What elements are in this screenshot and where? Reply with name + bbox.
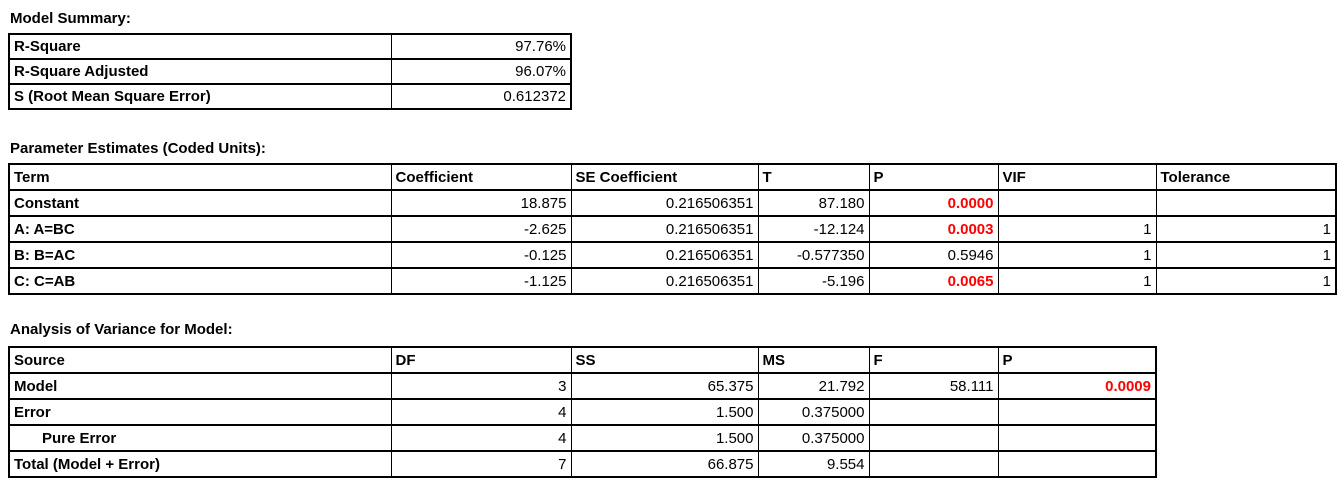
table-row: Model 3 65.375 21.792 58.111 0.0009	[9, 373, 1157, 400]
table-row: S (Root Mean Square Error) 0.612372	[9, 84, 572, 110]
table-row: Total (Model + Error) 7 66.875 9.554	[9, 451, 1157, 478]
table-row: Error 4 1.500 0.375000	[9, 399, 1157, 426]
column-header-coefficient: Coefficient	[391, 164, 572, 191]
cell-se-coefficient: 0.216506351	[571, 242, 759, 269]
model-summary-table: R-Square 97.76% R-Square Adjusted 96.07%…	[8, 33, 572, 110]
column-header-df: DF	[391, 347, 572, 374]
cell-p	[998, 425, 1157, 452]
table-row: R-Square Adjusted 96.07%	[9, 59, 572, 85]
cell-term: C: C=AB	[9, 268, 392, 295]
cell-se-coefficient: 0.216506351	[571, 216, 759, 243]
cell-df: 3	[391, 373, 572, 400]
table-row: B: B=AC -0.125 0.216506351 -0.577350 0.5…	[9, 242, 1337, 269]
cell-vif: 1	[998, 242, 1157, 269]
stat-value: 97.76%	[391, 34, 572, 60]
anova-table: Source DF SS MS F P Model 3 65.375 21.79…	[8, 346, 1157, 478]
cell-p	[998, 451, 1157, 478]
cell-ss: 1.500	[571, 399, 759, 426]
column-header-term: Term	[9, 164, 392, 191]
cell-f	[869, 425, 999, 452]
column-header-source: Source	[9, 347, 392, 374]
table-row: C: C=AB -1.125 0.216506351 -5.196 0.0065…	[9, 268, 1337, 295]
cell-t: -0.577350	[758, 242, 870, 269]
column-header-p: P	[869, 164, 999, 191]
cell-p: 0.0000	[869, 190, 999, 217]
cell-source: Total (Model + Error)	[9, 451, 392, 478]
cell-p	[998, 399, 1157, 426]
cell-tolerance: 1	[1156, 216, 1337, 243]
cell-ms: 0.375000	[758, 425, 870, 452]
table-row: Constant 18.875 0.216506351 87.180 0.000…	[9, 190, 1337, 217]
cell-df: 7	[391, 451, 572, 478]
model-summary-title: Model Summary:	[10, 10, 131, 27]
column-header-ms: MS	[758, 347, 870, 374]
cell-tolerance	[1156, 190, 1337, 217]
column-header-se-coefficient: SE Coefficient	[571, 164, 759, 191]
cell-p: 0.0065	[869, 268, 999, 295]
cell-vif: 1	[998, 268, 1157, 295]
column-header-vif: VIF	[998, 164, 1157, 191]
cell-term: B: B=AC	[9, 242, 392, 269]
parameter-estimates-table: Term Coefficient SE Coefficient T P VIF …	[8, 163, 1337, 295]
cell-f: 58.111	[869, 373, 999, 400]
stat-value: 96.07%	[391, 59, 572, 85]
cell-tolerance: 1	[1156, 268, 1337, 295]
stat-value: 0.612372	[391, 84, 572, 110]
cell-p: 0.5946	[869, 242, 999, 269]
cell-term: A: A=BC	[9, 216, 392, 243]
cell-tolerance: 1	[1156, 242, 1337, 269]
cell-se-coefficient: 0.216506351	[571, 268, 759, 295]
cell-ss: 1.500	[571, 425, 759, 452]
cell-df: 4	[391, 399, 572, 426]
header-row: Source DF SS MS F P	[9, 347, 1157, 374]
column-header-p: P	[998, 347, 1157, 374]
cell-df: 4	[391, 425, 572, 452]
cell-ss: 65.375	[571, 373, 759, 400]
cell-coefficient: -1.125	[391, 268, 572, 295]
cell-ms: 21.792	[758, 373, 870, 400]
table-row: A: A=BC -2.625 0.216506351 -12.124 0.000…	[9, 216, 1337, 243]
cell-f	[869, 451, 999, 478]
cell-coefficient: -0.125	[391, 242, 572, 269]
column-header-ss: SS	[571, 347, 759, 374]
header-row: Term Coefficient SE Coefficient T P VIF …	[9, 164, 1337, 191]
cell-source: Pure Error	[9, 425, 392, 452]
cell-coefficient: 18.875	[391, 190, 572, 217]
cell-p: 0.0003	[869, 216, 999, 243]
column-header-tolerance: Tolerance	[1156, 164, 1337, 191]
cell-p: 0.0009	[998, 373, 1157, 400]
table-row: R-Square 97.76%	[9, 34, 572, 60]
parameter-estimates-title: Parameter Estimates (Coded Units):	[10, 140, 266, 157]
cell-source: Error	[9, 399, 392, 426]
table-row: Pure Error 4 1.500 0.375000	[9, 425, 1157, 452]
cell-f	[869, 399, 999, 426]
cell-se-coefficient: 0.216506351	[571, 190, 759, 217]
cell-t: 87.180	[758, 190, 870, 217]
cell-ss: 66.875	[571, 451, 759, 478]
cell-vif	[998, 190, 1157, 217]
cell-vif: 1	[998, 216, 1157, 243]
cell-term: Constant	[9, 190, 392, 217]
column-header-t: T	[758, 164, 870, 191]
column-header-f: F	[869, 347, 999, 374]
cell-ms: 9.554	[758, 451, 870, 478]
cell-t: -5.196	[758, 268, 870, 295]
cell-ms: 0.375000	[758, 399, 870, 426]
stat-label: R-Square	[9, 34, 392, 60]
stat-label: R-Square Adjusted	[9, 59, 392, 85]
stat-label: S (Root Mean Square Error)	[9, 84, 392, 110]
anova-title: Analysis of Variance for Model:	[10, 321, 233, 338]
cell-coefficient: -2.625	[391, 216, 572, 243]
cell-source: Model	[9, 373, 392, 400]
cell-t: -12.124	[758, 216, 870, 243]
